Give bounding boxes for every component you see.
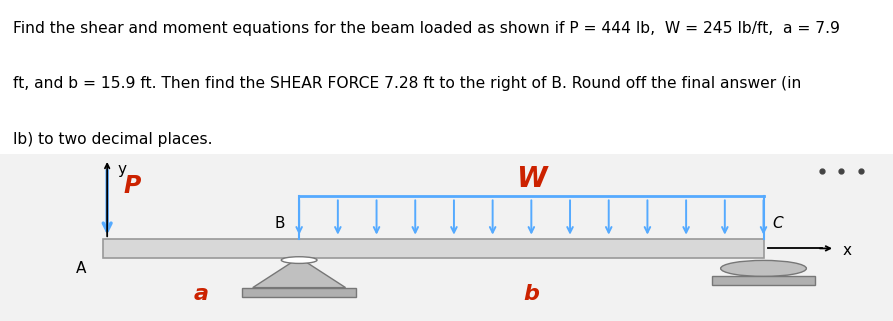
Bar — [712, 276, 815, 285]
Bar — [242, 288, 356, 297]
Text: A: A — [76, 261, 87, 276]
Bar — [103, 239, 764, 257]
Text: b: b — [523, 284, 539, 304]
Text: B: B — [274, 216, 285, 231]
Polygon shape — [253, 257, 346, 288]
Text: W: W — [516, 165, 547, 193]
Text: P: P — [123, 174, 140, 198]
Text: lb) to two decimal places.: lb) to two decimal places. — [13, 132, 213, 147]
Text: C: C — [772, 216, 783, 231]
Text: x: x — [842, 243, 851, 257]
Text: a: a — [194, 284, 208, 304]
Circle shape — [281, 257, 317, 264]
Circle shape — [721, 260, 806, 276]
Text: ft, and b = 15.9 ft. Then find the SHEAR FORCE 7.28 ft to the right of B. Round : ft, and b = 15.9 ft. Then find the SHEAR… — [13, 76, 802, 91]
Text: y: y — [118, 162, 127, 178]
Text: Find the shear and moment equations for the beam loaded as shown if P = 444 lb, : Find the shear and moment equations for … — [13, 22, 840, 36]
